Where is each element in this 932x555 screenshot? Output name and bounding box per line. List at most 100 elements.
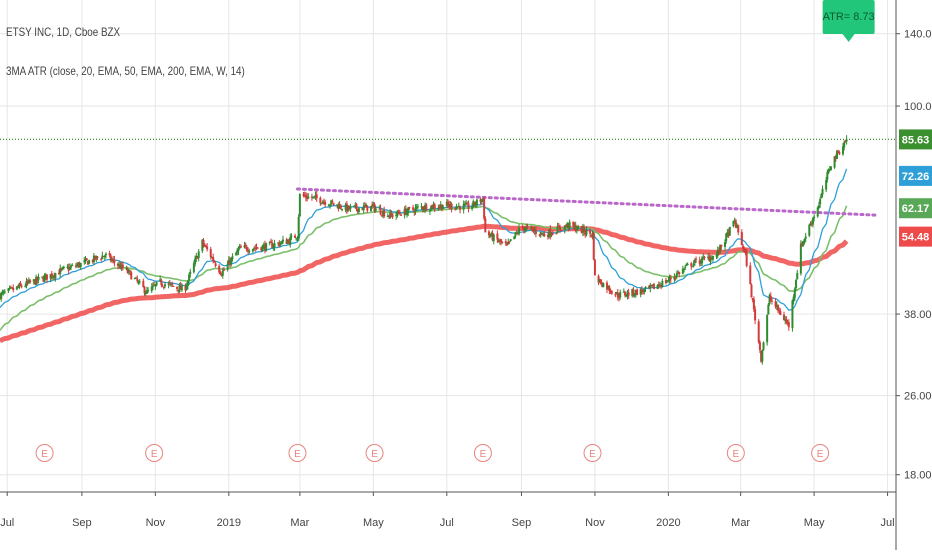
candle[interactable] bbox=[684, 264, 687, 271]
candle[interactable] bbox=[829, 166, 832, 171]
candle[interactable] bbox=[36, 276, 39, 285]
candle[interactable] bbox=[702, 253, 705, 261]
candle[interactable] bbox=[9, 285, 12, 289]
candle[interactable] bbox=[102, 255, 105, 257]
candle[interactable] bbox=[584, 229, 587, 238]
candle[interactable] bbox=[125, 265, 128, 271]
candle[interactable] bbox=[3, 288, 6, 295]
candle[interactable] bbox=[371, 201, 374, 209]
candle[interactable] bbox=[70, 264, 73, 270]
candle[interactable] bbox=[433, 202, 436, 213]
candle[interactable] bbox=[591, 230, 594, 240]
candle[interactable] bbox=[12, 284, 15, 293]
candle[interactable] bbox=[27, 277, 30, 284]
candle[interactable] bbox=[230, 257, 233, 267]
candle[interactable] bbox=[770, 297, 773, 305]
candle[interactable] bbox=[466, 201, 469, 205]
candle[interactable] bbox=[626, 289, 629, 300]
candle[interactable] bbox=[440, 204, 443, 212]
candle[interactable] bbox=[96, 255, 99, 261]
candle[interactable] bbox=[413, 209, 416, 216]
candle[interactable] bbox=[463, 201, 466, 207]
candle[interactable] bbox=[365, 203, 368, 207]
candle[interactable] bbox=[769, 292, 772, 302]
candle[interactable] bbox=[589, 228, 592, 238]
candle[interactable] bbox=[420, 203, 423, 210]
candle[interactable] bbox=[551, 230, 554, 236]
candle[interactable] bbox=[614, 292, 617, 298]
candle[interactable] bbox=[94, 255, 97, 261]
candle[interactable] bbox=[201, 239, 204, 253]
candle[interactable] bbox=[821, 185, 824, 198]
candle[interactable] bbox=[109, 253, 112, 263]
candle[interactable] bbox=[390, 210, 393, 218]
candle[interactable] bbox=[605, 280, 608, 294]
candle[interactable] bbox=[457, 202, 460, 207]
candle[interactable] bbox=[310, 193, 313, 201]
price-label[interactable]: 85.63 bbox=[899, 129, 932, 150]
candle[interactable] bbox=[129, 269, 132, 276]
candle[interactable] bbox=[344, 202, 347, 213]
candle[interactable] bbox=[41, 276, 44, 279]
candle[interactable] bbox=[627, 288, 630, 299]
candle[interactable] bbox=[302, 191, 305, 198]
candle[interactable] bbox=[462, 200, 465, 214]
candle[interactable] bbox=[456, 206, 459, 208]
candle[interactable] bbox=[607, 285, 610, 290]
candle[interactable] bbox=[348, 205, 351, 211]
candle[interactable] bbox=[707, 252, 710, 260]
candle[interactable] bbox=[184, 283, 187, 294]
candle[interactable] bbox=[415, 204, 418, 211]
candle[interactable] bbox=[345, 201, 348, 215]
candle[interactable] bbox=[542, 231, 545, 237]
candle[interactable] bbox=[625, 294, 628, 298]
candle[interactable] bbox=[214, 261, 217, 268]
candle[interactable] bbox=[143, 286, 146, 296]
candle[interactable] bbox=[651, 284, 654, 289]
candle[interactable] bbox=[442, 204, 445, 210]
candle[interactable] bbox=[218, 264, 221, 275]
candle[interactable] bbox=[430, 205, 433, 212]
candle[interactable] bbox=[53, 272, 56, 280]
candle[interactable] bbox=[793, 287, 796, 302]
candle[interactable] bbox=[153, 281, 156, 287]
candle[interactable] bbox=[412, 204, 415, 211]
candle[interactable] bbox=[421, 206, 424, 213]
candle[interactable] bbox=[491, 230, 494, 242]
candle[interactable] bbox=[492, 233, 495, 245]
candle[interactable] bbox=[150, 283, 153, 294]
candle[interactable] bbox=[720, 244, 723, 251]
candle[interactable] bbox=[572, 221, 575, 230]
candle[interactable] bbox=[657, 281, 660, 289]
candle[interactable] bbox=[374, 205, 377, 213]
candle[interactable] bbox=[92, 252, 95, 266]
candle[interactable] bbox=[643, 288, 646, 295]
candle[interactable] bbox=[336, 204, 339, 209]
candle[interactable] bbox=[263, 240, 266, 254]
candle[interactable] bbox=[362, 202, 365, 214]
candle[interactable] bbox=[331, 199, 334, 204]
candle[interactable] bbox=[581, 223, 584, 237]
candle[interactable] bbox=[758, 340, 761, 354]
candle[interactable] bbox=[533, 227, 536, 236]
candle[interactable] bbox=[68, 263, 71, 271]
candle[interactable] bbox=[312, 196, 315, 199]
candle[interactable] bbox=[221, 267, 224, 279]
candle[interactable] bbox=[690, 261, 693, 270]
candle[interactable] bbox=[666, 280, 669, 283]
earnings-marker[interactable]: E bbox=[35, 444, 54, 462]
candle[interactable] bbox=[79, 262, 82, 271]
candle[interactable] bbox=[489, 233, 492, 239]
candle[interactable] bbox=[776, 304, 779, 313]
candle[interactable] bbox=[732, 220, 735, 228]
candle[interactable] bbox=[792, 294, 795, 305]
candle[interactable] bbox=[681, 265, 684, 275]
candle[interactable] bbox=[624, 290, 627, 298]
candle[interactable] bbox=[474, 201, 477, 208]
candle[interactable] bbox=[559, 224, 561, 234]
candle[interactable] bbox=[813, 214, 816, 222]
candle[interactable] bbox=[490, 231, 493, 237]
candle[interactable] bbox=[136, 275, 139, 284]
candle[interactable] bbox=[524, 226, 527, 234]
candle[interactable] bbox=[50, 270, 53, 280]
